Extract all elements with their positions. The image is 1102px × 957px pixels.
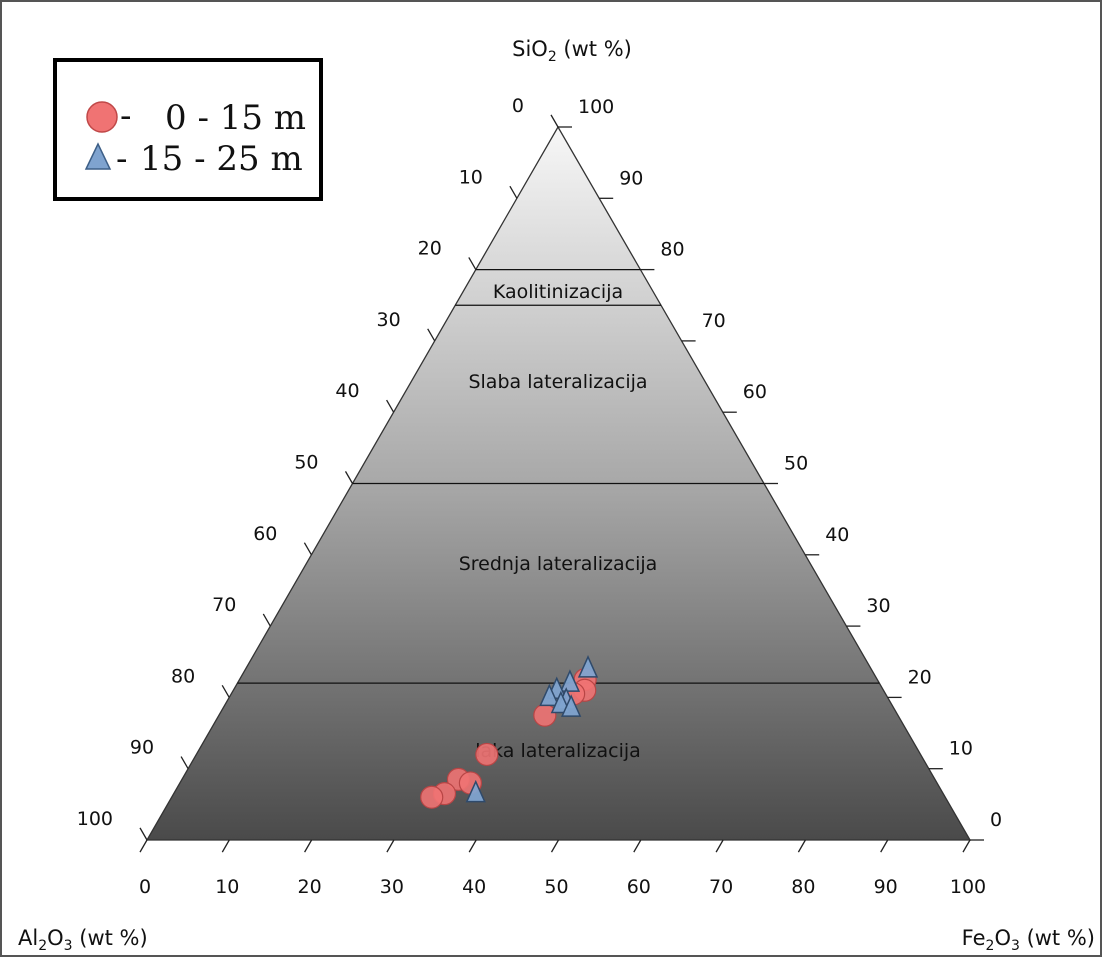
left-axis-title: Al2O3 (wt %) bbox=[18, 926, 148, 954]
left-tick-label: 60 bbox=[253, 523, 277, 545]
data-point-triangle bbox=[539, 683, 560, 707]
legend-dash-1: - bbox=[120, 96, 132, 136]
left-axis-tick bbox=[303, 542, 312, 556]
right-tick-label: 0 bbox=[990, 809, 1002, 831]
data-point-triangle bbox=[465, 779, 486, 803]
right-tick-label: 30 bbox=[866, 595, 890, 617]
bottom-tick-label: 70 bbox=[709, 876, 733, 898]
data-point-triangle bbox=[577, 655, 599, 678]
bottom-tick-label: 90 bbox=[874, 876, 898, 898]
bottom-axis-tick bbox=[797, 839, 806, 853]
left-axis-tick bbox=[386, 399, 395, 413]
bottom-axis-tick bbox=[715, 839, 724, 853]
left-tick-label: 0 bbox=[512, 95, 524, 117]
bottom-tick-label: 0 bbox=[139, 876, 151, 898]
left-axis-tick bbox=[550, 114, 559, 128]
data-point-triangle bbox=[561, 694, 582, 717]
bottom-tick-label: 60 bbox=[627, 876, 651, 898]
data-points bbox=[420, 655, 599, 809]
left-axis-tick bbox=[468, 257, 477, 270]
left-axis-tick bbox=[344, 471, 354, 484]
bottom-axis-tick bbox=[468, 839, 477, 853]
right-tick-label: 80 bbox=[660, 239, 684, 261]
data-point-circle bbox=[475, 742, 499, 767]
zone-label: Srednja lateralizacija bbox=[459, 553, 658, 575]
bottom-axis-tick bbox=[962, 839, 971, 853]
right-tick-label: 70 bbox=[702, 310, 726, 332]
left-tick-label: 10 bbox=[459, 166, 483, 188]
right-tick-label: 100 bbox=[578, 96, 614, 118]
bottom-axis-tick bbox=[221, 839, 230, 853]
bottom-tick-label: 20 bbox=[298, 876, 322, 898]
left-tick-label: 100 bbox=[77, 808, 113, 830]
legend-label-1: 0 - 15 m bbox=[165, 98, 306, 138]
legend-triangle-icon bbox=[84, 142, 112, 170]
left-tick-label: 70 bbox=[212, 594, 236, 616]
right-tick-label: 90 bbox=[619, 167, 643, 189]
legend-dash-2: - bbox=[116, 139, 128, 179]
left-axis-tick bbox=[180, 756, 189, 770]
right-tick-label: 40 bbox=[825, 524, 849, 546]
top-axis-title: SiO2 (wt %) bbox=[512, 37, 632, 65]
left-axis-tick bbox=[427, 328, 436, 342]
bottom-axis-tick bbox=[386, 839, 395, 853]
bottom-tick-label: 50 bbox=[544, 876, 568, 898]
legend-label-2: 15 - 25 m bbox=[140, 139, 303, 179]
data-point-circle bbox=[420, 785, 444, 809]
zone-label: Slaba lateralizacija bbox=[468, 371, 647, 393]
right-tick-label: 50 bbox=[784, 453, 808, 475]
legend: - 0 - 15 m - 15 - 25 m bbox=[53, 58, 323, 201]
bottom-tick-label: 80 bbox=[791, 876, 815, 898]
legend-circle-icon bbox=[86, 101, 118, 133]
bottom-axis-tick bbox=[304, 839, 313, 853]
data-point-circle bbox=[533, 703, 557, 727]
left-axis-tick bbox=[509, 185, 518, 199]
right-axis-title: Fe2O3 (wt %) bbox=[962, 926, 1095, 954]
left-tick-label: 20 bbox=[418, 238, 442, 260]
right-tick-label: 20 bbox=[908, 666, 932, 688]
bottom-axis-tick bbox=[880, 839, 889, 853]
left-axis-tick bbox=[139, 827, 148, 841]
bottom-tick-label: 30 bbox=[380, 876, 404, 898]
bottom-tick-label: 40 bbox=[462, 876, 486, 898]
bottom-axis-tick bbox=[550, 839, 560, 853]
bottom-tick-label: 10 bbox=[215, 876, 239, 898]
bottom-axis-tick bbox=[633, 839, 642, 853]
zone-label: Kaolitinizacija bbox=[493, 281, 623, 303]
axis-ticks: 0 0 0 10 10 10 20 20 20 30 30 30 40 40 40 50 50 50 60 60 60 7… bbox=[77, 95, 1002, 898]
bottom-axis-tick bbox=[139, 839, 148, 853]
left-axis-tick bbox=[221, 684, 230, 698]
left-tick-label: 40 bbox=[335, 380, 359, 402]
left-axis-tick bbox=[262, 613, 271, 627]
data-point-triangle bbox=[559, 669, 581, 692]
left-tick-label: 80 bbox=[171, 665, 195, 687]
left-tick-label: 50 bbox=[294, 452, 318, 474]
right-tick-label: 60 bbox=[743, 381, 767, 403]
left-tick-label: 30 bbox=[377, 309, 401, 331]
right-tick-label: 10 bbox=[949, 738, 973, 760]
bottom-tick-label: 100 bbox=[950, 876, 986, 898]
left-tick-label: 90 bbox=[130, 737, 154, 759]
zone-label: laka lateralizacija bbox=[475, 740, 641, 762]
